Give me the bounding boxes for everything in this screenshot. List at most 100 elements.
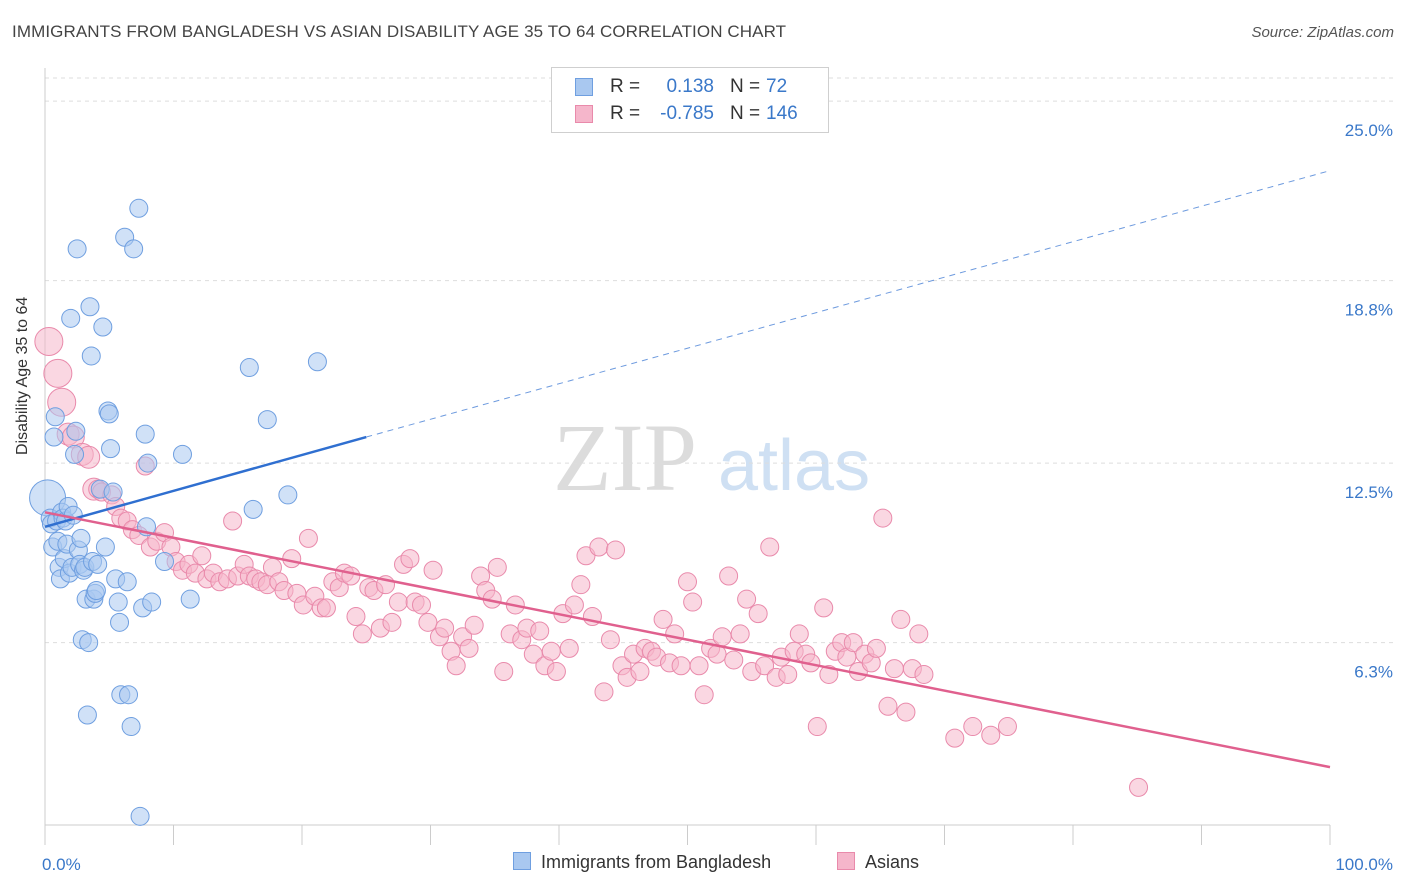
point-bangladesh (65, 444, 85, 464)
point-asians (418, 612, 438, 632)
point-asians (730, 624, 750, 644)
point-asians (223, 511, 243, 531)
point-bangladesh (71, 528, 91, 548)
point-asians (43, 358, 73, 388)
point-bangladesh (79, 633, 99, 653)
point-asians (541, 641, 561, 661)
point-bangladesh (130, 806, 150, 826)
point-bangladesh (61, 308, 81, 328)
point-bangladesh (243, 499, 263, 519)
point-bangladesh (124, 239, 144, 259)
point-asians (896, 702, 916, 722)
trend-lines (44, 170, 1331, 769)
point-bangladesh (257, 410, 277, 430)
point-bangladesh (86, 580, 106, 600)
point-bangladesh (103, 482, 123, 502)
point-bangladesh (119, 685, 139, 705)
point-asians (564, 595, 584, 615)
point-asians (316, 598, 336, 618)
point-asians (630, 662, 650, 682)
point-bangladesh (88, 554, 108, 574)
point-bangladesh (278, 485, 298, 505)
point-asians (819, 664, 839, 684)
x-tick-label: 0.0% (42, 855, 81, 874)
y-axis-label: Disability Age 35 to 64 (14, 296, 31, 455)
point-bangladesh (93, 317, 113, 337)
legend-n-value: 146 (766, 103, 798, 124)
point-asians (719, 566, 739, 586)
point-bangladesh (99, 404, 119, 424)
point-asians (755, 656, 775, 676)
point-bangladesh (95, 537, 115, 557)
point-asians (789, 624, 809, 644)
watermark-atlas: atlas (718, 426, 870, 506)
point-asians (559, 638, 579, 658)
point-asians (683, 592, 703, 612)
y-tick-label: 18.8% (1345, 301, 1393, 320)
data-points (29, 198, 1149, 826)
point-bangladesh (44, 427, 64, 447)
point-asians (346, 607, 366, 627)
point-asians (891, 609, 911, 629)
point-asians (487, 557, 507, 577)
point-asians (494, 662, 514, 682)
point-bangladesh (172, 444, 192, 464)
point-asians (382, 612, 402, 632)
correlation-legend: R = 0.138 N = 72 R = -0.785 N = 146 (551, 67, 829, 133)
legend-swatch-pink (837, 852, 855, 870)
point-asians (694, 685, 714, 705)
point-bangladesh (117, 572, 137, 592)
point-asians (412, 595, 432, 615)
point-asians (606, 540, 626, 560)
point-asians (298, 528, 318, 548)
point-asians (724, 650, 744, 670)
point-bangladesh (66, 421, 86, 441)
point-bangladesh (108, 592, 128, 612)
y-tick-label: 12.5% (1345, 483, 1393, 502)
x-tick-label: 100.0% (1335, 855, 1393, 874)
point-asians (997, 717, 1017, 737)
point-asians (914, 664, 934, 684)
point-bangladesh (142, 592, 162, 612)
legend-r-label: R = (610, 76, 641, 97)
point-asians (878, 696, 898, 716)
legend-swatch-blue (513, 852, 531, 870)
point-asians (459, 638, 479, 658)
source-credit: Source: ZipAtlas.com (1251, 24, 1394, 41)
point-asians (814, 598, 834, 618)
point-asians (571, 575, 591, 595)
point-bangladesh (135, 424, 155, 444)
point-asians (737, 589, 757, 609)
point-asians (712, 627, 732, 647)
point-asians (671, 656, 691, 676)
point-bangladesh (307, 352, 327, 372)
point-asians (873, 508, 893, 528)
legend-item-asians: Asians (837, 852, 919, 873)
point-asians (778, 664, 798, 684)
legend-swatch-pink (575, 105, 593, 123)
point-asians (600, 630, 620, 650)
tick-labels: 6.3% 12.5% 18.8% 25.0% 0.0% 100.0% (42, 121, 1393, 874)
legend-r-value: -0.785 (660, 103, 714, 124)
trend-line-bangladesh-extrapolated (366, 170, 1331, 438)
point-bangladesh (77, 705, 97, 725)
legend-label: Immigrants from Bangladesh (541, 852, 772, 872)
point-asians (843, 633, 863, 653)
point-bangladesh (80, 297, 100, 317)
point-asians (546, 662, 566, 682)
point-asians (594, 682, 614, 702)
axes (44, 68, 1331, 845)
point-asians (388, 592, 408, 612)
point-asians (981, 725, 1001, 745)
point-asians (400, 549, 420, 569)
point-asians (866, 638, 886, 658)
point-asians (665, 624, 685, 644)
legend-r-value: 0.138 (666, 76, 714, 97)
point-asians (884, 659, 904, 679)
legend-n-label: N = (730, 103, 761, 124)
point-asians (689, 656, 709, 676)
series-legend: Immigrants from Bangladesh Asians (0, 850, 1406, 878)
point-bangladesh (155, 552, 175, 572)
point-bangladesh (101, 439, 121, 459)
point-bangladesh (180, 589, 200, 609)
